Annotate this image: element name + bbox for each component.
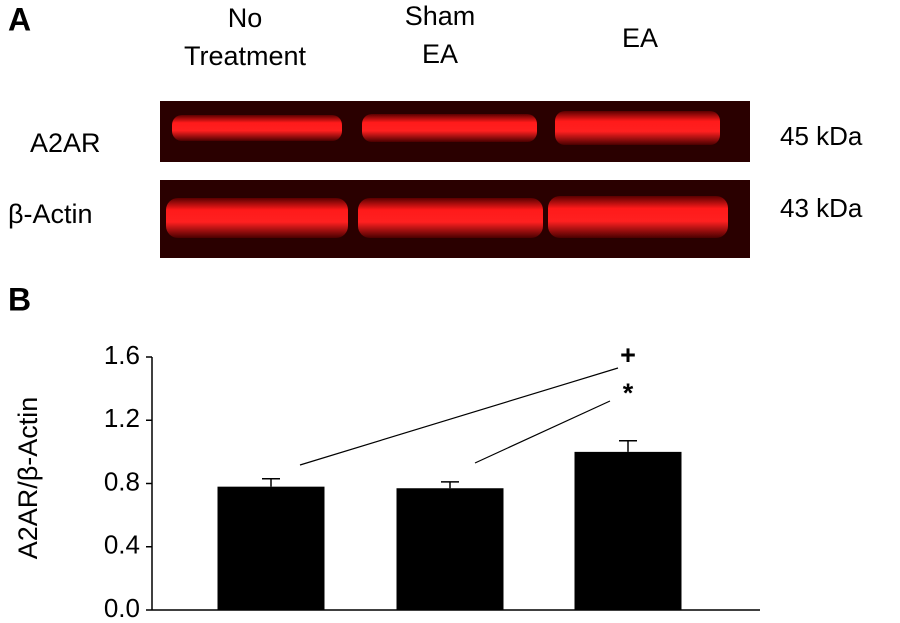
lane-header: Sham [405,1,476,31]
size-label: 43 kDa [780,193,863,223]
y-axis-label: A2AR/β-Actin [13,397,43,560]
comparison-line [474,400,611,464]
y-tick-label: 1.2 [104,403,140,433]
y-tick-label: 1.6 [104,340,140,370]
blot-strip [160,180,750,258]
annotation: * [623,378,634,408]
lane-header: EA [422,39,458,69]
bar [574,451,682,610]
lane-header: EA [622,23,658,53]
y-tick-label: 0.8 [104,466,140,496]
y-tick-label: 0.0 [104,593,140,623]
lane-header: Treatment [184,41,307,71]
y-tick-label: 0.4 [104,530,140,560]
comparison-line [299,367,619,466]
panel-label: A [8,1,31,37]
lane-header: No [228,3,263,33]
bar [217,486,325,610]
annotation: + [620,340,636,370]
row-label: A2AR [30,128,101,158]
blot-strip [160,101,750,162]
row-label: β-Actin [8,199,93,229]
panel-label: B [8,281,31,317]
size-label: 45 kDa [780,121,863,151]
bar [396,488,504,610]
